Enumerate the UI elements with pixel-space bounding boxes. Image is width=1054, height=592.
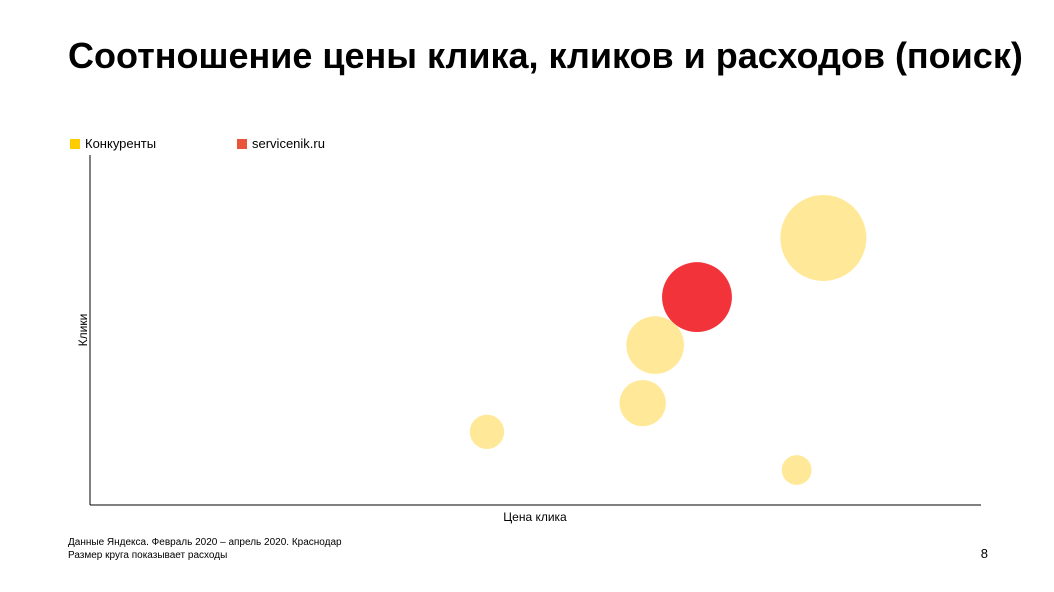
legend-label: servicenik.ru bbox=[252, 136, 325, 151]
bubble-competitor bbox=[469, 414, 505, 450]
bubble-competitor bbox=[619, 379, 666, 427]
page-number: 8 bbox=[980, 546, 988, 561]
bubble-competitor bbox=[781, 455, 812, 485]
legend-swatch bbox=[70, 138, 80, 149]
legend-label: Конкуренты bbox=[85, 136, 157, 151]
legend-item-competitors: Конкуренты bbox=[70, 136, 156, 151]
y-axis-label: Клики bbox=[76, 314, 90, 347]
legend-item-servicenik: servicenik.ru bbox=[237, 136, 325, 151]
x-axis-label: Цена клика bbox=[503, 510, 567, 524]
slide-title: Соотношение цены клика, кликов и расходо… bbox=[68, 35, 1023, 76]
legend-swatch bbox=[237, 138, 247, 149]
bubble-servicenik bbox=[662, 262, 732, 333]
bubble-competitor bbox=[780, 194, 867, 281]
footer-note: Размер круга показывает расходы bbox=[68, 550, 228, 561]
footer-source: Данные Яндекса. Февраль 2020 – апрель 20… bbox=[68, 537, 342, 548]
bubble-competitor bbox=[626, 316, 684, 374]
